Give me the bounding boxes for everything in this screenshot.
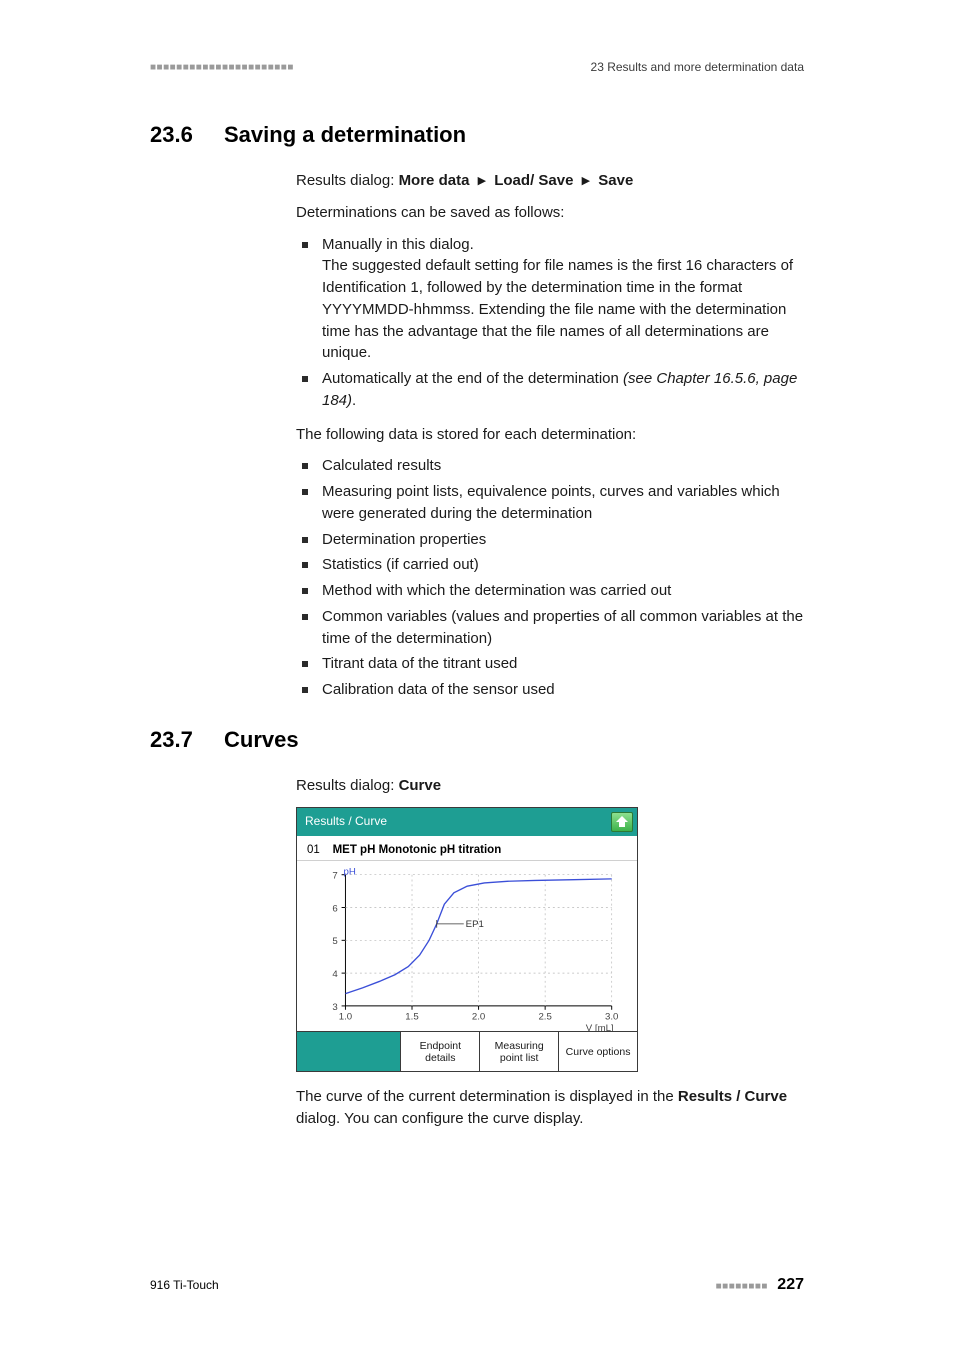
heading-title: Saving a determination <box>224 122 466 148</box>
intro-para: Determinations can be saved as follows: <box>296 202 804 224</box>
list-item: Measuring point lists, equivalence point… <box>296 481 804 525</box>
stored-intro: The following data is stored for each de… <box>296 424 804 446</box>
curve-description: The curve of the current determination i… <box>296 1086 804 1130</box>
button-label: Measuring point list <box>482 1040 556 1064</box>
list-item: Common variables (values and properties … <box>296 606 804 650</box>
list-item: Method with which the determination was … <box>296 580 804 602</box>
heading-title: Curves <box>224 727 299 753</box>
list-item: Titrant data of the titrant used <box>296 653 804 675</box>
heading-number: 23.7 <box>150 727 224 753</box>
device-subtitle: 01 MET pH Monotonic pH titration <box>297 836 637 862</box>
breadcrumb-prefix: Results dialog: <box>296 777 399 794</box>
svg-text:EP1: EP1 <box>466 919 484 930</box>
list-item: Calculated results <box>296 455 804 477</box>
heading-23-7: 23.7 Curves <box>150 727 804 753</box>
measuring-point-list-button[interactable]: Measuring point list <box>479 1032 558 1071</box>
device-screenshot: Results / Curve 01 MET pH Monotonic pH t… <box>296 807 638 1073</box>
device-titlebar: Results / Curve <box>297 808 637 836</box>
svg-text:2.5: 2.5 <box>538 1012 551 1023</box>
footer-dashes-icon: ■■■■■■■■ <box>716 1281 768 1292</box>
svg-text:pH: pH <box>344 867 356 878</box>
stored-data-list: Calculated results Measuring point lists,… <box>296 455 804 701</box>
breadcrumb-part-2: Save <box>598 172 633 189</box>
save-methods-list: Manually in this dialog. The suggested d… <box>296 234 804 412</box>
svg-text:3.0: 3.0 <box>605 1012 618 1023</box>
breadcrumb-23-6: Results dialog: More data ▶ Load/ Save ▶… <box>296 170 804 192</box>
list-item-lead: Manually in this dialog. <box>322 236 474 253</box>
list-item: Statistics (if carried out) <box>296 554 804 576</box>
list-item: Manually in this dialog. The suggested d… <box>296 234 804 365</box>
endpoint-details-button[interactable]: Endpoint details <box>400 1032 479 1071</box>
svg-text:5: 5 <box>332 936 337 947</box>
button-label: Endpoint details <box>403 1040 477 1064</box>
para-part-b: dialog. You can configure the curve disp… <box>296 1110 583 1127</box>
button-label: Curve options <box>566 1046 631 1058</box>
device-subtitle-text: MET pH Monotonic pH titration <box>333 844 502 856</box>
breadcrumb-part-0: More data <box>399 172 470 189</box>
breadcrumb-bold: Curve <box>399 777 442 794</box>
para-part-bold: Results / Curve <box>678 1088 787 1105</box>
svg-text:7: 7 <box>332 871 337 882</box>
heading-number: 23.6 <box>150 122 224 148</box>
header-section-title: 23 Results and more determination data <box>591 60 804 74</box>
footer-product: 916 Ti-Touch <box>150 1278 219 1292</box>
page-header: ■■■■■■■■■■■■■■■■■■■■■■ 23 Results and mo… <box>150 60 804 74</box>
home-icon[interactable] <box>611 812 633 832</box>
footer-right: ■■■■■■■■ 227 <box>716 1276 804 1294</box>
svg-text:1.5: 1.5 <box>405 1012 418 1023</box>
svg-text:2.0: 2.0 <box>472 1012 485 1023</box>
list-item: Calibration data of the sensor used <box>296 679 804 701</box>
device-subtitle-num: 01 <box>307 844 320 856</box>
curve-options-button[interactable]: Curve options <box>558 1032 637 1071</box>
list-item-rest: The suggested default setting for file n… <box>322 257 793 361</box>
button-bar-filler <box>297 1032 400 1071</box>
footer-page-number: 227 <box>777 1276 804 1293</box>
svg-text:6: 6 <box>332 904 337 915</box>
device-button-bar: Endpoint details Measuring point list Cu… <box>297 1031 637 1071</box>
breadcrumb-sep-icon: ▶ <box>582 174 590 190</box>
heading-23-6: 23.6 Saving a determination <box>150 122 804 148</box>
breadcrumb-sep-icon: ▶ <box>478 174 486 190</box>
chart-area: 7 6 5 4 31.0 1.5 2.0 2.5 3.0 pH V [mL] EP1 <box>297 861 637 1031</box>
titration-curve-chart: 7 6 5 4 31.0 1.5 2.0 2.5 3.0 pH V [mL] EP1 <box>307 867 627 1031</box>
header-dashes-left: ■■■■■■■■■■■■■■■■■■■■■■ <box>150 62 294 73</box>
svg-text:1.0: 1.0 <box>339 1012 352 1023</box>
breadcrumb-23-7: Results dialog: Curve <box>296 775 804 797</box>
list-item: Determination properties <box>296 529 804 551</box>
breadcrumb-part-1: Load/ Save <box>494 172 573 189</box>
para-part-a: The curve of the current determination i… <box>296 1088 678 1105</box>
page-footer: 916 Ti-Touch ■■■■■■■■ 227 <box>150 1276 804 1294</box>
svg-text:V [mL]: V [mL] <box>586 1023 614 1031</box>
breadcrumb-prefix: Results dialog: <box>296 172 399 189</box>
svg-text:3: 3 <box>332 1002 337 1013</box>
list-item: Automatically at the end of the determin… <box>296 368 804 412</box>
list-item-tail: . <box>352 392 356 409</box>
svg-text:4: 4 <box>332 969 338 980</box>
device-title: Results / Curve <box>305 813 387 830</box>
list-item-lead: Automatically at the end of the determin… <box>322 370 623 387</box>
